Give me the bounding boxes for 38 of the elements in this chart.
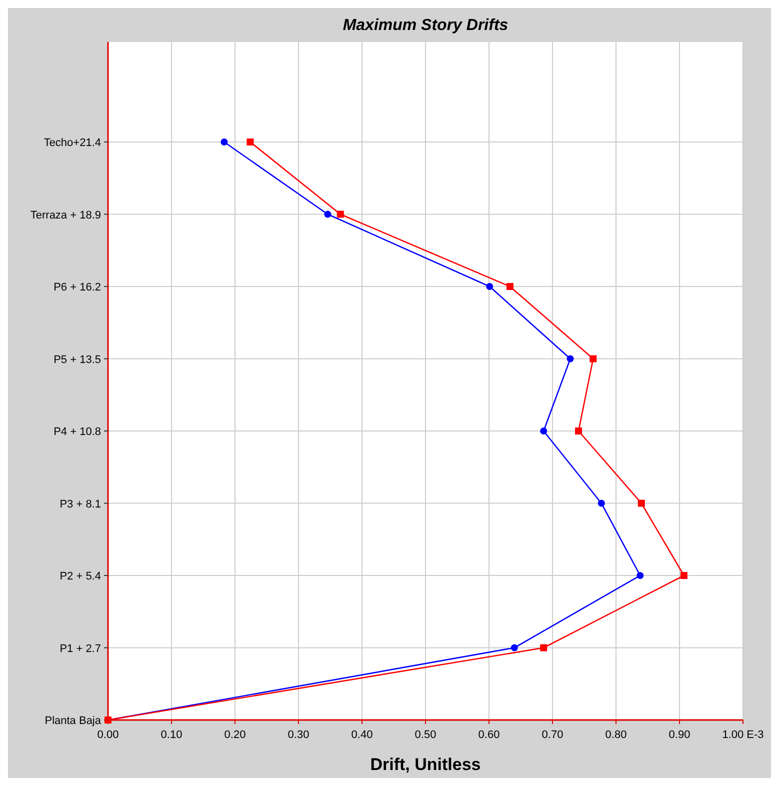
point (324, 210, 332, 218)
point (220, 138, 228, 146)
y-tick-label: P4 + 10.8 (54, 426, 101, 438)
point (506, 283, 514, 290)
point (510, 644, 518, 652)
x-tick-label: 0.60 (478, 729, 500, 741)
x-tick-label: 0.50 (414, 729, 436, 741)
point (540, 644, 548, 652)
chart-title: Maximum Story Drifts (342, 17, 508, 34)
y-tick-label: P6 + 16.2 (54, 282, 101, 294)
x-tick-label: 1.00 E-3 (722, 729, 764, 741)
x-tick-label: 0.70 (542, 729, 564, 741)
x-tick-label: 0.30 (288, 729, 310, 741)
point (336, 210, 344, 218)
x-tick-label: 0.20 (224, 729, 246, 741)
y-tick-label: Terraza + 18.9 (30, 209, 101, 222)
point (246, 138, 254, 146)
x-tick-label: 0.40 (351, 729, 373, 741)
y-tick-label: P5 + 13.5 (54, 354, 101, 366)
point (598, 500, 605, 507)
y-tick-label: P3 + 8.1 (60, 498, 101, 510)
x-tick-label: 0.80 (605, 729, 627, 741)
x-tick-label: 0.00 (97, 729, 119, 741)
point (590, 355, 597, 362)
point (636, 572, 644, 579)
point (540, 428, 548, 434)
y-tick-label: Planta Baja (44, 715, 102, 727)
point (566, 355, 574, 362)
point (638, 500, 645, 507)
x-tick-label: 0.90 (668, 729, 690, 741)
point (486, 283, 494, 290)
y-tick-label: P1 + 2.7 (60, 642, 101, 655)
x-axis-title: Drift, Unitless (370, 755, 481, 774)
point (575, 428, 582, 434)
y-tick-label: Techo+21.4 (44, 137, 101, 149)
point (680, 572, 688, 579)
x-tick-label: 0.10 (160, 729, 182, 741)
y-tick-label: P2 + 5.4 (60, 570, 101, 582)
